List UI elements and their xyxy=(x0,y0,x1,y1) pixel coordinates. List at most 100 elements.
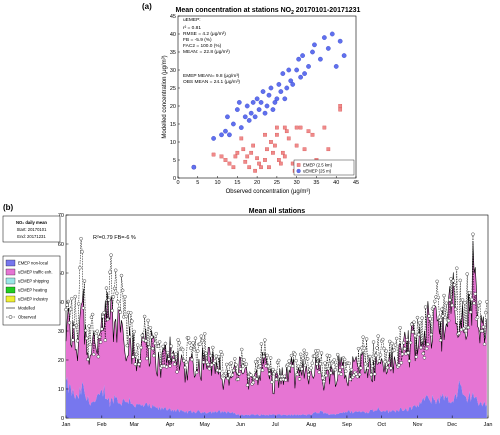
timeseries-legend: NO₂ daily mean Start: 20170101 End: 201712… xyxy=(2,215,61,326)
observed-point xyxy=(64,307,68,312)
scatter-point-uemep xyxy=(244,103,250,109)
observed-point xyxy=(307,373,311,377)
scatter-point-emep xyxy=(277,158,281,162)
scatter-ytick-label: 40 xyxy=(170,32,176,38)
scatter-point-uemep xyxy=(280,71,286,76)
scatter-point-emep xyxy=(275,132,279,137)
observed-point xyxy=(203,332,207,336)
scatter-ytick-label: 0 xyxy=(173,176,176,182)
observed-point xyxy=(388,339,392,344)
observed-point xyxy=(407,359,412,363)
observed-point xyxy=(66,299,70,304)
observed-point xyxy=(453,307,458,311)
observed-point xyxy=(234,363,238,367)
observed-point xyxy=(75,339,80,343)
scatter-legend-box xyxy=(293,159,355,176)
scatter-point-emep xyxy=(294,125,299,130)
observed-point xyxy=(83,328,88,333)
observed-point xyxy=(294,358,298,363)
observed-point xyxy=(68,307,73,311)
scatter-point-emep xyxy=(239,136,244,141)
scatter-stat: uEMEP: xyxy=(183,17,201,23)
observed-point xyxy=(317,370,321,374)
observed-point xyxy=(108,270,112,274)
scatter-point-uemep xyxy=(236,100,242,105)
observed-point xyxy=(347,361,351,366)
observed-point xyxy=(408,340,413,345)
observed-point xyxy=(82,279,87,283)
observed-point xyxy=(193,336,198,340)
scatter-point-emep xyxy=(280,150,285,155)
observed-point xyxy=(125,343,129,348)
scatter-point-emep xyxy=(298,125,303,130)
legend-info-title: NO₂ daily mean xyxy=(16,220,47,225)
observed-point xyxy=(467,291,472,295)
observed-point xyxy=(213,359,217,363)
legend-info-start: Start: 20170101 xyxy=(17,227,47,232)
observed-point xyxy=(137,362,141,367)
scatter-point-uemep xyxy=(276,82,282,87)
scatter-point-emep xyxy=(273,143,277,148)
scatter-point-uemep xyxy=(248,110,254,116)
scatter-point-uemep xyxy=(266,92,272,98)
observed-point xyxy=(95,329,99,333)
observed-point xyxy=(355,375,360,379)
scatter-ytick-label: 15 xyxy=(170,122,176,128)
observed-point xyxy=(220,352,224,357)
observed-point xyxy=(465,272,469,276)
observed-point xyxy=(327,354,332,358)
observed-point xyxy=(427,314,431,318)
scatter-point-uemep xyxy=(288,78,294,84)
observed-point xyxy=(373,372,377,376)
observed-point xyxy=(124,314,128,319)
observed-point xyxy=(218,369,222,373)
observed-point xyxy=(267,372,272,376)
observed-point xyxy=(414,355,418,359)
observed-point xyxy=(96,354,101,359)
scatter-point-emep xyxy=(275,125,279,130)
observed-point xyxy=(300,367,304,371)
observed-point xyxy=(102,310,106,315)
observed-point xyxy=(101,314,105,319)
area-traffic-exhaust xyxy=(66,242,487,416)
observed-point xyxy=(429,332,434,337)
scatter-point-emep xyxy=(227,161,232,166)
timeseries-xtick-label: Mar xyxy=(129,422,139,428)
panel-a-label: (a) xyxy=(142,2,152,11)
observed-point xyxy=(326,366,331,371)
observed-point xyxy=(374,353,378,358)
scatter-point-uemep xyxy=(258,100,264,105)
observed-point xyxy=(268,356,273,360)
observed-point xyxy=(223,371,228,376)
observed-point xyxy=(342,357,347,362)
scatter-point-emep xyxy=(241,147,246,152)
observed-point xyxy=(304,352,309,356)
observed-point xyxy=(442,293,446,298)
observed-point xyxy=(173,362,177,366)
scatter-point-uemep xyxy=(225,114,230,120)
observed-point xyxy=(251,380,255,385)
scatter-point-emep xyxy=(255,156,259,161)
timeseries-xtick-label: Apr xyxy=(166,422,175,428)
observed-point xyxy=(78,266,82,270)
timeseries-ytick-label: 40 xyxy=(58,300,64,306)
observed-point xyxy=(413,333,417,338)
scatter-stat: EMEP MEAN= 9.8 (μg/m³) xyxy=(183,73,240,79)
observed-point xyxy=(481,325,486,329)
observed-point xyxy=(145,356,149,361)
scatter-point-uemep xyxy=(231,121,236,127)
observed-point xyxy=(169,344,173,348)
scatter-xtick-label: 35 xyxy=(313,180,319,186)
observed-point xyxy=(426,342,430,346)
observed-point xyxy=(357,372,362,377)
observed-point xyxy=(171,358,176,362)
observed-point xyxy=(181,347,185,352)
observed-point xyxy=(421,351,425,356)
observed-point xyxy=(371,340,376,344)
observed-point xyxy=(397,363,401,367)
scatter-point-emep xyxy=(245,154,250,159)
observed-point xyxy=(146,318,150,323)
timeseries-xtick-label: Jul xyxy=(272,422,279,428)
observed-point xyxy=(382,346,386,351)
observed-point xyxy=(323,361,327,365)
